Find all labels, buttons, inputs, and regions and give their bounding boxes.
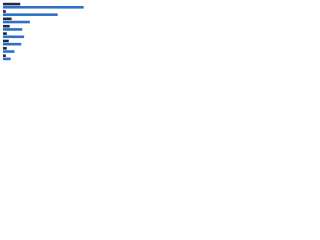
bar — [3, 5, 84, 9]
bar — [3, 54, 6, 58]
bar — [3, 2, 21, 6]
chart — [3, 2, 84, 61]
bar — [3, 24, 10, 28]
bar — [3, 57, 11, 61]
bar — [3, 32, 7, 35]
bar — [3, 13, 58, 16]
bar — [3, 42, 22, 46]
bar — [3, 17, 12, 21]
bar — [3, 47, 7, 50]
bar — [3, 20, 30, 24]
bar — [3, 50, 15, 53]
bar — [3, 10, 6, 13]
bar — [3, 39, 9, 43]
bar — [3, 35, 25, 39]
bar — [3, 28, 23, 31]
